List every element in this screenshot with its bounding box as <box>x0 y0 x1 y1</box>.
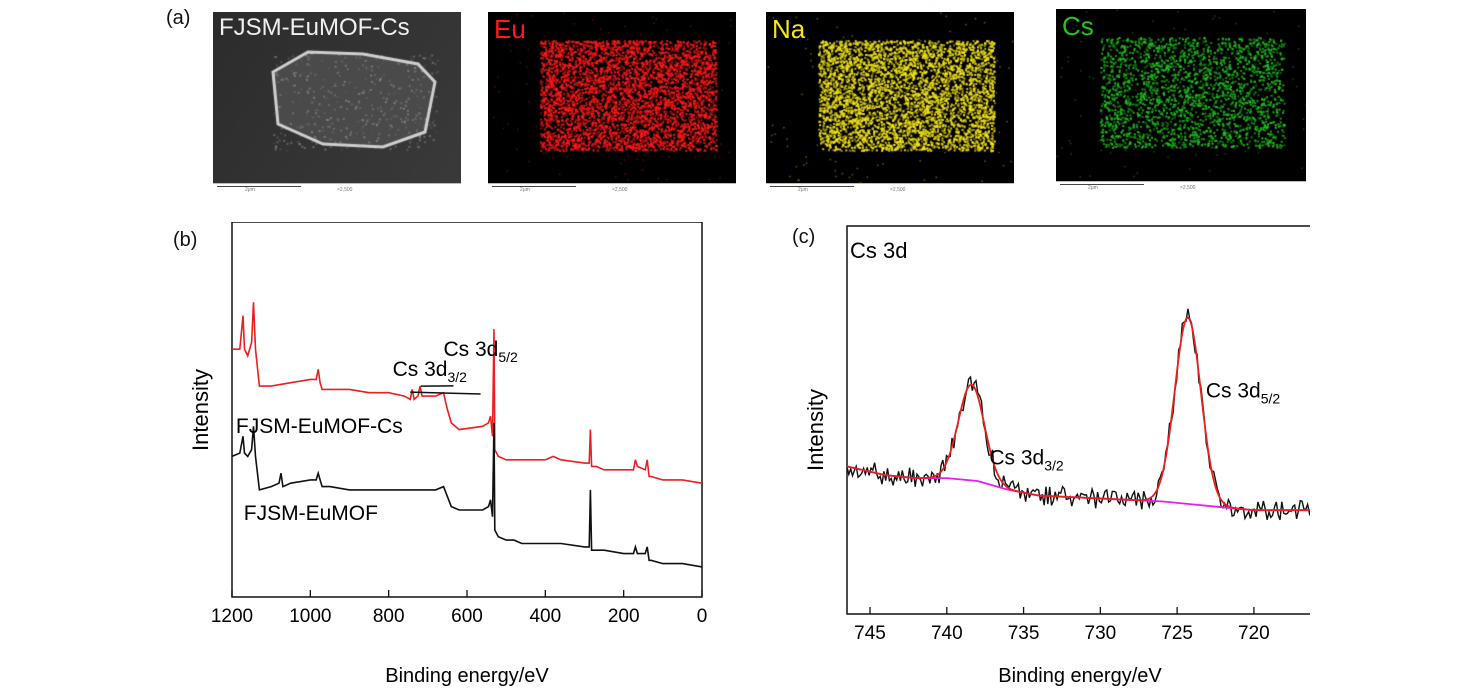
x-tick-label-c: 725 <box>1161 623 1193 644</box>
y-axis-label-b: Intensity <box>188 369 213 451</box>
sem-image: FJSM-EuMOF-Cs <box>213 12 461 183</box>
panel-a-letter: (a) <box>166 7 191 29</box>
cs-scale-right: ×2,500 <box>1180 185 1196 191</box>
chart-title-c: Cs 3d <box>850 238 907 263</box>
na-scalebar: 2μm ×2,500 <box>766 183 1014 198</box>
series-group-c <box>846 308 1310 521</box>
eu-map-canvas <box>488 12 736 183</box>
x-tick-label-b: 1200 <box>211 606 253 627</box>
sem-scale-right: ×2,500 <box>337 187 353 193</box>
series-line-raw <box>846 308 1310 521</box>
x-tick-label-b: 600 <box>451 606 483 627</box>
x-axis-label-c: Binding energy/eV <box>998 665 1162 687</box>
na-map: Na <box>766 12 1014 183</box>
x-axis-b: 1200 1000 800 600 400 200 0 <box>211 590 707 627</box>
eu-label: Eu <box>494 14 526 44</box>
x-tick-label-c: 740 <box>931 623 963 644</box>
eu-map: Eu <box>488 12 736 183</box>
x-tick-label-b: 400 <box>529 606 561 627</box>
annotation-b: Cs 3d5/2 <box>444 338 519 365</box>
na-map-canvas <box>766 12 1014 183</box>
panel-b-letter: (b) <box>173 229 198 251</box>
annotations-c: Cs 3d3/2 Cs 3d5/2 <box>989 379 1280 473</box>
x-tick-label-b: 200 <box>608 606 640 627</box>
x-tick-label-b: 0 <box>697 606 708 627</box>
panel-c-letter: (c) <box>792 226 816 248</box>
annotations-b: Cs 3d3/2Cs 3d5/2 FJSM-EuMOF-Cs FJSM-EuMOF <box>236 338 518 525</box>
peak-label-c: Cs 3d5/2 <box>1206 379 1281 406</box>
y-axis-label-c: Intensity <box>803 389 828 471</box>
plot-frame-b <box>231 222 703 598</box>
cs-label: Cs <box>1062 11 1094 41</box>
x-tick-label-b: 800 <box>373 606 405 627</box>
na-scale-right: ×2,500 <box>890 187 906 193</box>
annotation-b: FJSM-EuMOF-Cs <box>236 415 403 438</box>
na-label: Na <box>772 14 806 44</box>
series-line-fit <box>846 316 1310 512</box>
series-line-FJSM-EuMOF <box>231 422 703 568</box>
annotation-arrow-b <box>410 391 481 395</box>
eu-scale-right: ×2,500 <box>612 187 628 193</box>
cs3d-chart: Cs 3d 745 740 735 730 725 720 Cs 3d3/2 Cs 3d5/… <box>803 225 1310 687</box>
eu-scale-left: 2μm <box>520 187 530 193</box>
series-group-b <box>231 302 703 568</box>
annotation-b: FJSM-EuMOF <box>244 502 378 525</box>
annotation-b: Cs 3d3/2 <box>393 358 468 385</box>
peak-label-c: Cs 3d3/2 <box>989 447 1064 474</box>
series-line-background <box>846 465 1310 512</box>
xps-survey-chart: 1200 1000 800 600 400 200 0 Cs 3d3/2Cs 3d5/2 FJ… <box>188 222 707 687</box>
cs-map: Cs <box>1056 9 1306 181</box>
na-scale-left: 2μm <box>798 187 808 193</box>
x-tick-label-c: 730 <box>1085 623 1117 644</box>
eu-scalebar: 2μm ×2,500 <box>488 183 736 198</box>
x-tick-label-c: 720 <box>1238 623 1270 644</box>
x-axis-label-b: Binding energy/eV <box>385 665 549 687</box>
sem-scalebar: 2μm ×2,500 <box>213 183 461 198</box>
cs-scale-left: 2μm <box>1088 185 1098 191</box>
x-tick-label-b: 1000 <box>289 606 331 627</box>
sem-image-canvas <box>213 12 461 183</box>
series-line-FJSM-EuMOF-Cs <box>232 302 703 484</box>
cs-scalebar: 2μm ×2,500 <box>1056 181 1306 196</box>
sem-label: FJSM-EuMOF-Cs <box>219 14 410 41</box>
x-tick-label-c: 735 <box>1008 623 1040 644</box>
plot-frame-c <box>846 225 1310 615</box>
x-tick-label-c: 745 <box>854 623 886 644</box>
cs-map-canvas <box>1056 9 1306 181</box>
x-axis-c: 745 740 735 730 725 720 <box>854 607 1270 644</box>
sem-scale-left: 2μm <box>245 187 255 193</box>
